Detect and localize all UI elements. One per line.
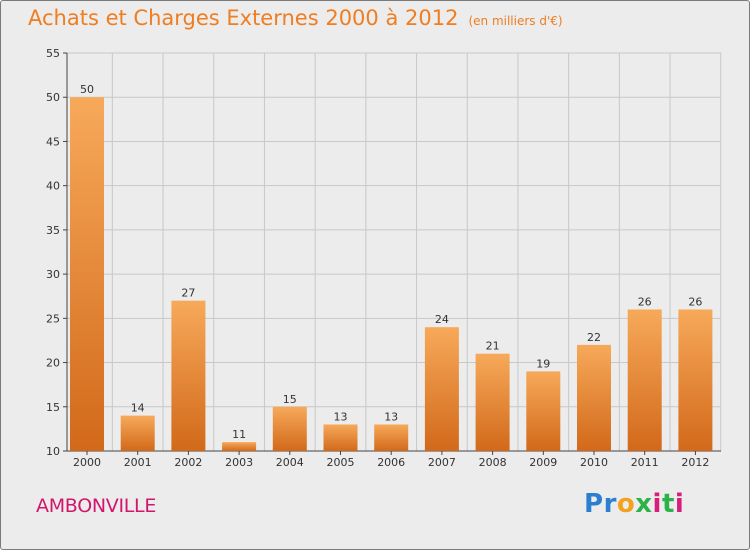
bar (222, 442, 257, 451)
y-tick-label: 40 (46, 180, 60, 193)
value-label: 15 (283, 393, 297, 406)
x-tick-label: 2011 (631, 456, 659, 469)
x-tick-label: 2000 (73, 456, 101, 469)
x-tick-label: 2005 (327, 456, 355, 469)
y-tick-label: 50 (46, 91, 60, 104)
bars (70, 97, 713, 451)
bar (374, 424, 409, 451)
value-label: 27 (181, 287, 195, 300)
labels: 50 2000 14 2001 27 2002 11 2003 15 2004 13 2005 13 20… (73, 83, 709, 469)
y-tick-label: 15 (46, 401, 60, 414)
bar (526, 371, 561, 451)
x-tick-label: 2012 (681, 456, 709, 469)
x-tick-label: 2001 (124, 456, 152, 469)
logo-letter: i (652, 489, 662, 519)
bar (475, 353, 510, 451)
title-text: Achats et Charges Externes 2000 à 2012 (28, 6, 459, 30)
value-label: 26 (638, 295, 652, 308)
proxiti-logo: Proxiti (584, 489, 684, 519)
x-tick-label: 2002 (174, 456, 202, 469)
y-tick-label: 20 (46, 357, 60, 370)
x-tick-label: 2004 (276, 456, 304, 469)
grid-lines (67, 52, 722, 452)
value-label: 22 (587, 331, 601, 344)
bar (120, 415, 155, 451)
logo-letter: x (635, 489, 653, 519)
x-tick-label: 2006 (377, 456, 405, 469)
bar (323, 424, 358, 451)
bar (424, 327, 459, 451)
bar (627, 309, 662, 451)
bar (272, 406, 307, 451)
value-label: 13 (334, 410, 348, 423)
logo-letter: o (616, 489, 636, 519)
logo-letter: P (584, 489, 604, 519)
x-tick-label: 2003 (225, 456, 253, 469)
y-tick-label: 35 (46, 224, 60, 237)
y-tick-label: 45 (46, 135, 60, 148)
logo-letter: t (661, 489, 675, 519)
y-tick-label: 25 (46, 312, 60, 325)
value-label: 13 (384, 410, 398, 423)
bar (678, 309, 713, 451)
logo-letter: i (674, 489, 685, 519)
plot-area (67, 53, 721, 451)
bar (70, 97, 104, 451)
value-label: 50 (80, 83, 94, 96)
x-tick-label: 2008 (479, 456, 507, 469)
value-label: 14 (131, 402, 145, 415)
x-tick-label: 2010 (580, 456, 608, 469)
logo-letter: r (603, 489, 617, 519)
y-tick-label: 55 (46, 47, 60, 60)
unit-text: (en milliers d'€) (468, 14, 563, 28)
town-name: AMBONVILLE (36, 495, 157, 517)
bar (577, 344, 611, 451)
value-label: 24 (435, 313, 449, 326)
x-tick-label: 2009 (529, 456, 557, 469)
x-tick-label: 2007 (428, 456, 456, 469)
value-label: 21 (486, 340, 500, 353)
chart-title: Achats et Charges Externes 2000 à 2012 (e… (28, 6, 563, 30)
value-label: 26 (688, 295, 702, 308)
value-label: 11 (232, 428, 246, 441)
y-tick-label: 10 (46, 445, 60, 458)
y-tick-label: 30 (46, 268, 60, 281)
bar (171, 300, 206, 451)
value-label: 19 (536, 357, 550, 370)
